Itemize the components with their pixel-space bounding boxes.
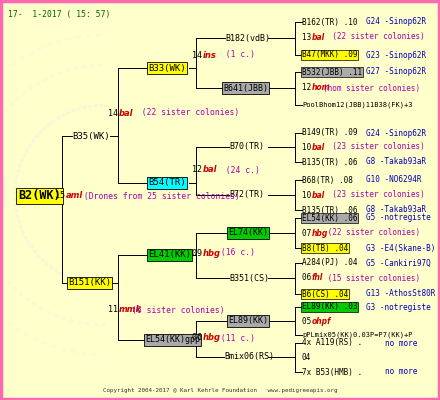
Text: 12: 12 (192, 166, 207, 174)
Text: 09: 09 (192, 248, 207, 258)
Text: 10: 10 (302, 142, 316, 152)
Text: G8 -Takab93aR: G8 -Takab93aR (366, 158, 426, 166)
Text: G5 -Cankiri97Q: G5 -Cankiri97Q (366, 258, 431, 268)
Text: hom: hom (312, 84, 330, 92)
Text: (15 sister colonies): (15 sister colonies) (323, 274, 420, 282)
Text: (16 c.): (16 c.) (216, 248, 255, 258)
Text: 15: 15 (55, 192, 70, 200)
Text: (1 c.): (1 c.) (216, 50, 255, 60)
Text: G3 -notregiste: G3 -notregiste (366, 302, 431, 312)
Text: EL41(KK): EL41(KK) (148, 250, 191, 260)
Text: B54(TR): B54(TR) (148, 178, 186, 188)
Text: EL54(KK) .06: EL54(KK) .06 (302, 214, 357, 222)
Text: B135(TR) .06: B135(TR) .06 (302, 206, 357, 214)
Text: B2(WK): B2(WK) (18, 190, 61, 202)
Text: no more: no more (385, 368, 418, 376)
Text: (11 c.): (11 c.) (216, 334, 255, 342)
Text: 06: 06 (302, 274, 316, 282)
Text: bal: bal (312, 32, 325, 42)
Text: (23 sister colonies): (23 sister colonies) (323, 142, 425, 152)
Text: B532(JBB) .11: B532(JBB) .11 (302, 68, 362, 76)
Text: G24 -Sinop62R: G24 -Sinop62R (366, 18, 426, 26)
Text: B33(WK): B33(WK) (148, 64, 186, 72)
Text: B35(WK): B35(WK) (72, 132, 110, 140)
Text: B72(TR): B72(TR) (229, 190, 264, 200)
Text: bal: bal (312, 142, 325, 152)
Text: ins: ins (203, 50, 216, 60)
Text: EL89(KK) .03: EL89(KK) .03 (302, 302, 357, 312)
Text: 05: 05 (302, 316, 316, 326)
Text: (Drones from 25 sister colonies): (Drones from 25 sister colonies) (79, 192, 240, 200)
Text: B641(JBB): B641(JBB) (223, 84, 268, 92)
Text: G23 -Sinop62R: G23 -Sinop62R (366, 50, 426, 60)
Text: (22 sister colonies): (22 sister colonies) (132, 108, 240, 118)
Text: G10 -NO6294R: G10 -NO6294R (366, 176, 422, 184)
Text: hbg: hbg (203, 334, 221, 342)
Text: G27 -Sinop62R: G27 -Sinop62R (366, 68, 426, 76)
Text: (6 sister colonies): (6 sister colonies) (132, 306, 225, 314)
Text: EL54(KK)gpp: EL54(KK)gpp (145, 336, 200, 344)
Text: G3 -E4(Skane-B): G3 -E4(Skane-B) (366, 244, 435, 252)
Text: 17-  1-2017 ( 15: 57): 17- 1-2017 ( 15: 57) (8, 10, 110, 19)
Text: B151(KK): B151(KK) (68, 278, 111, 288)
Text: 06: 06 (192, 334, 207, 342)
Text: hbg: hbg (203, 248, 221, 258)
Text: (hom sister colonies): (hom sister colonies) (323, 84, 420, 92)
Text: A284(PJ) .04: A284(PJ) .04 (302, 258, 357, 268)
Text: bal: bal (312, 190, 325, 200)
Text: hbg: hbg (312, 228, 328, 238)
Text: G24 -Sinop62R: G24 -Sinop62R (366, 128, 426, 138)
Text: B47(MKK) .09: B47(MKK) .09 (302, 50, 357, 60)
Text: 11: 11 (108, 306, 123, 314)
Text: G13 -AthosSt80R: G13 -AthosSt80R (366, 290, 435, 298)
Text: 14: 14 (192, 50, 207, 60)
Text: aml: aml (66, 192, 83, 200)
Text: 4x A119(RS) .: 4x A119(RS) . (302, 338, 362, 348)
Text: G5 -notregiste: G5 -notregiste (366, 214, 431, 222)
Text: 07: 07 (302, 228, 316, 238)
Text: fhl: fhl (312, 274, 323, 282)
Text: PoolBhom12(JBB)11B38(FK)+3: PoolBhom12(JBB)11B38(FK)+3 (302, 102, 413, 108)
Text: B182(vdB): B182(vdB) (225, 34, 270, 42)
Text: 14: 14 (108, 108, 123, 118)
Text: Copyright 2004-2017 @ Karl Kehrle Foundation   www.pedigreeapis.org: Copyright 2004-2017 @ Karl Kehrle Founda… (103, 388, 337, 393)
Text: 10: 10 (302, 190, 316, 200)
Text: (24 c.): (24 c.) (216, 166, 260, 174)
Text: EL74(KK): EL74(KK) (228, 228, 268, 238)
Text: B6(CS) .04: B6(CS) .04 (302, 290, 348, 298)
Text: ohpf: ohpf (312, 316, 331, 326)
Text: EL89(KK): EL89(KK) (228, 316, 268, 326)
Text: 7x B53(HMB) .: 7x B53(HMB) . (302, 368, 362, 376)
Text: 13: 13 (302, 32, 316, 42)
Text: B135(TR) .06: B135(TR) .06 (302, 158, 357, 166)
Text: B162(TR) .10: B162(TR) .10 (302, 18, 357, 26)
Text: 12: 12 (302, 84, 316, 92)
Text: B8(TB) .04: B8(TB) .04 (302, 244, 348, 252)
Text: no more: no more (385, 338, 418, 348)
Text: B149(TR) .09: B149(TR) .09 (302, 128, 357, 138)
Text: bal: bal (119, 108, 133, 118)
Text: (22 sister colonies): (22 sister colonies) (323, 228, 420, 238)
Text: G8 -Takab93aR: G8 -Takab93aR (366, 206, 426, 214)
Text: (22 sister colonies): (22 sister colonies) (323, 32, 425, 42)
Text: 04: 04 (302, 352, 311, 362)
Text: B70(TR): B70(TR) (229, 142, 264, 152)
Text: B68(TR) .08: B68(TR) .08 (302, 176, 353, 184)
Text: (23 sister colonies): (23 sister colonies) (323, 190, 425, 200)
Text: mmk: mmk (119, 306, 142, 314)
Text: pPLmix05(KK)0.03P=P7(KK)+P: pPLmix05(KK)0.03P=P7(KK)+P (302, 332, 413, 338)
Text: B351(CS): B351(CS) (229, 274, 269, 282)
Text: Bmix06(RS): Bmix06(RS) (224, 352, 274, 362)
Text: bal: bal (203, 166, 217, 174)
